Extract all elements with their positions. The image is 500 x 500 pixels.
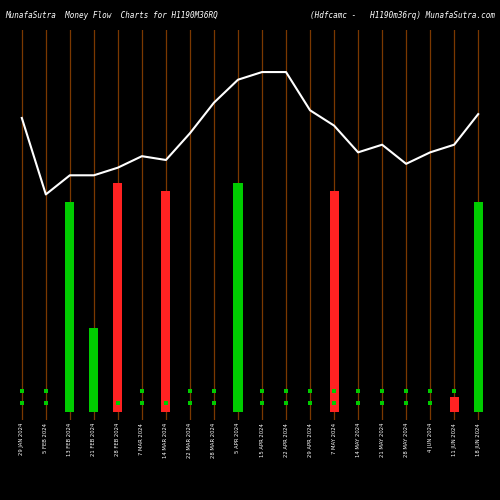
Bar — [66, 202, 74, 412]
Bar — [114, 183, 122, 412]
Bar — [162, 190, 170, 412]
Bar — [90, 328, 98, 412]
Bar — [450, 397, 458, 412]
Bar — [330, 190, 338, 412]
Text: (Hdfcamc -   H1190m36rq) MunafaSutra.com: (Hdfcamc - H1190m36rq) MunafaSutra.com — [310, 12, 495, 20]
Text: MunafaSutra  Money Flow  Charts for H1190M36RQ: MunafaSutra Money Flow Charts for H1190M… — [5, 12, 218, 20]
Bar — [234, 183, 242, 412]
Bar — [474, 202, 483, 412]
